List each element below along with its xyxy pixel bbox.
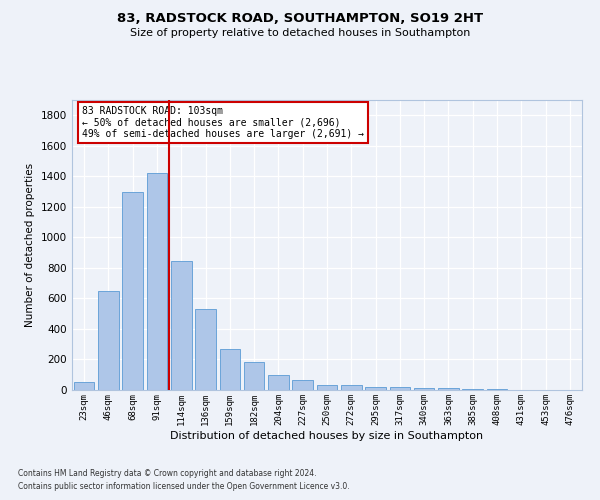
Text: 83, RADSTOCK ROAD, SOUTHAMPTON, SO19 2HT: 83, RADSTOCK ROAD, SOUTHAMPTON, SO19 2HT bbox=[117, 12, 483, 26]
Bar bbox=[74, 382, 94, 390]
Bar bbox=[341, 386, 362, 390]
Bar bbox=[268, 374, 289, 390]
Bar bbox=[463, 389, 483, 390]
Text: Contains public sector information licensed under the Open Government Licence v3: Contains public sector information licen… bbox=[18, 482, 350, 491]
Bar bbox=[292, 380, 313, 390]
Bar bbox=[438, 388, 459, 390]
Bar bbox=[414, 388, 434, 390]
Bar bbox=[98, 291, 119, 390]
Text: 83 RADSTOCK ROAD: 103sqm
← 50% of detached houses are smaller (2,696)
49% of sem: 83 RADSTOCK ROAD: 103sqm ← 50% of detach… bbox=[82, 106, 364, 139]
Bar bbox=[365, 387, 386, 390]
Y-axis label: Number of detached properties: Number of detached properties bbox=[25, 163, 35, 327]
Bar bbox=[244, 362, 265, 390]
X-axis label: Distribution of detached houses by size in Southampton: Distribution of detached houses by size … bbox=[170, 430, 484, 440]
Bar bbox=[122, 192, 143, 390]
Bar bbox=[317, 386, 337, 390]
Text: Size of property relative to detached houses in Southampton: Size of property relative to detached ho… bbox=[130, 28, 470, 38]
Bar bbox=[171, 261, 191, 390]
Bar bbox=[220, 349, 240, 390]
Bar bbox=[389, 388, 410, 390]
Bar bbox=[195, 309, 216, 390]
Bar bbox=[146, 174, 167, 390]
Bar bbox=[487, 389, 508, 390]
Text: Contains HM Land Registry data © Crown copyright and database right 2024.: Contains HM Land Registry data © Crown c… bbox=[18, 468, 317, 477]
